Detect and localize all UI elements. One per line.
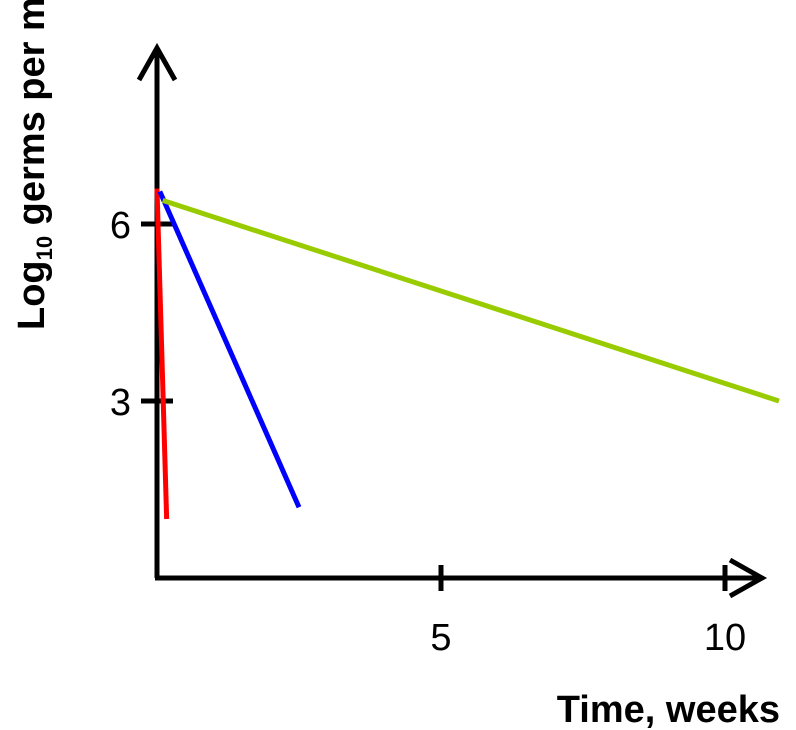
- x-axis-title: Time, weeks: [557, 689, 780, 730]
- series-line-1: [157, 190, 302, 509]
- y-axis-title-rest: germs per ml slurry: [11, 0, 53, 236]
- y-tick-label-1: 6: [110, 205, 131, 247]
- x-tick-label-1: 10: [704, 617, 746, 659]
- x-axis-arrowhead: [728, 557, 768, 599]
- y-axis-arrowhead: [136, 42, 178, 82]
- x-tick-label-0: 5: [430, 617, 451, 659]
- y-tick-label-0: 3: [110, 382, 131, 424]
- y-axis-title-base: Log: [11, 260, 53, 330]
- y-axis-title-subscript: 10: [32, 236, 57, 260]
- y-axis-title: Log10 germs per ml slurry: [11, 0, 57, 330]
- series-layer: [154, 188, 780, 520]
- series-line-0: [154, 188, 170, 520]
- x-ticks: 5 10: [430, 565, 746, 659]
- series-line-2: [161, 198, 780, 404]
